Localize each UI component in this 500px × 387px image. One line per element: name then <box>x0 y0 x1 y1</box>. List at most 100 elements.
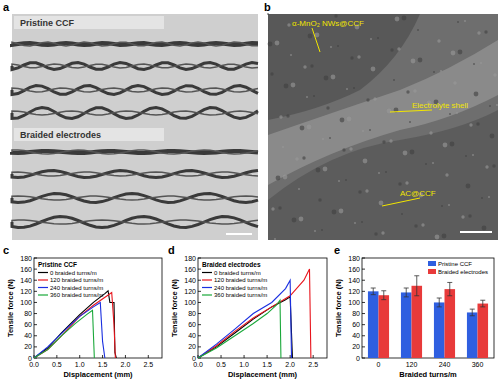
y-tick <box>198 313 201 314</box>
series-line <box>34 310 94 358</box>
x-tick <box>221 355 222 358</box>
texture <box>409 121 411 123</box>
x-tick <box>102 355 103 358</box>
texture <box>481 197 483 199</box>
texture <box>490 134 495 139</box>
texture <box>361 221 363 223</box>
x-tick-label: 0 <box>377 361 381 368</box>
plot-data <box>198 269 311 358</box>
error-bar <box>414 276 419 296</box>
series-line <box>34 292 115 358</box>
x-tick <box>244 355 245 358</box>
legend-swatch <box>38 279 48 280</box>
legend-swatch <box>428 269 436 274</box>
texture <box>278 206 281 209</box>
x-tick-label: 2.0 <box>121 361 131 368</box>
legend-swatch <box>38 287 48 288</box>
y-tick <box>198 335 201 336</box>
fiber <box>12 108 258 119</box>
y-tick <box>198 258 201 259</box>
bar <box>412 286 423 358</box>
texture <box>316 168 321 173</box>
x-axis-label: Braided turns/m <box>399 370 457 379</box>
y-tick-label: 180 <box>20 255 32 262</box>
bar <box>478 304 489 358</box>
y-tick-label: 60 <box>24 321 32 328</box>
figure: abcdePristine CCFBraided electrodesα-MnO… <box>0 0 500 387</box>
texture <box>387 109 392 114</box>
y-tick-label: 20 <box>188 343 196 350</box>
y-tick-label: 120 <box>20 288 32 295</box>
texture <box>365 189 368 192</box>
y-tick <box>34 269 37 270</box>
fiber-strand <box>12 220 258 224</box>
error-stem <box>373 288 374 295</box>
texture <box>474 92 479 97</box>
y-tick <box>34 324 37 325</box>
error-bar <box>381 291 386 300</box>
x-tick-label: 2.0 <box>285 361 295 368</box>
leader-line <box>382 198 420 206</box>
y-tick <box>34 258 37 259</box>
texture <box>371 67 376 72</box>
x-tick-label: 2.5 <box>308 361 318 368</box>
panel-letter: e <box>334 244 340 256</box>
fiber <box>12 151 258 153</box>
texture <box>321 229 323 231</box>
annotation: AC@CCF <box>400 189 436 198</box>
texture <box>461 215 464 218</box>
texture <box>413 89 416 92</box>
texture <box>443 143 448 148</box>
texture <box>270 72 273 75</box>
texture <box>395 17 400 22</box>
y-tick <box>198 324 201 325</box>
texture <box>442 234 447 239</box>
texture <box>379 201 384 206</box>
y-tick <box>362 280 365 281</box>
texture <box>402 16 407 21</box>
y-tick <box>362 335 365 336</box>
error-bar <box>480 300 485 307</box>
texture <box>267 13 269 15</box>
y-tick <box>34 335 37 336</box>
texture <box>441 205 443 207</box>
caption: Braided electrodes <box>20 130 101 140</box>
texture <box>339 209 344 214</box>
series-line <box>198 300 281 358</box>
error-cap <box>480 300 485 301</box>
bar <box>434 302 445 358</box>
scale-bar <box>226 233 252 235</box>
texture <box>456 112 458 114</box>
x-tick-label: 240 <box>439 361 451 368</box>
texture <box>338 180 340 182</box>
legend-swatch <box>428 261 436 266</box>
y-tick-label: 100 <box>348 299 360 306</box>
x-tick <box>148 355 149 358</box>
error-stem <box>482 300 483 307</box>
texture <box>411 59 416 64</box>
y-tick-label: 160 <box>20 266 32 273</box>
texture <box>307 125 312 130</box>
fiber-strand <box>12 42 258 46</box>
y-tick-label: 140 <box>348 277 360 284</box>
texture <box>453 81 456 84</box>
x-tick-label: 1.5 <box>262 361 272 368</box>
texture <box>450 142 455 147</box>
legend-title: Pristine CCF <box>38 261 77 268</box>
y-tick-label: 0 <box>356 355 360 362</box>
texture <box>283 175 288 180</box>
y-tick <box>198 346 201 347</box>
legend-swatch <box>38 272 48 273</box>
error-bar <box>437 298 442 307</box>
y-tick <box>362 258 365 259</box>
fiber <box>12 217 258 228</box>
y-axis-label: Tensile force (N) <box>170 278 179 337</box>
y-tick-label: 60 <box>188 321 196 328</box>
texture <box>306 96 308 98</box>
texture <box>299 217 304 222</box>
error-bar <box>371 288 376 295</box>
texture <box>318 198 321 201</box>
y-tick-label: 40 <box>188 332 196 339</box>
legend-swatch <box>202 287 212 288</box>
annotation: Electrolyte shell <box>412 101 468 110</box>
